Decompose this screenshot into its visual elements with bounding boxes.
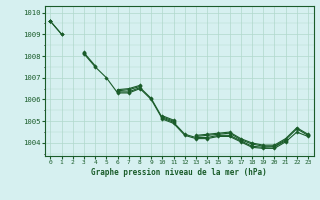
X-axis label: Graphe pression niveau de la mer (hPa): Graphe pression niveau de la mer (hPa) [91, 168, 267, 177]
